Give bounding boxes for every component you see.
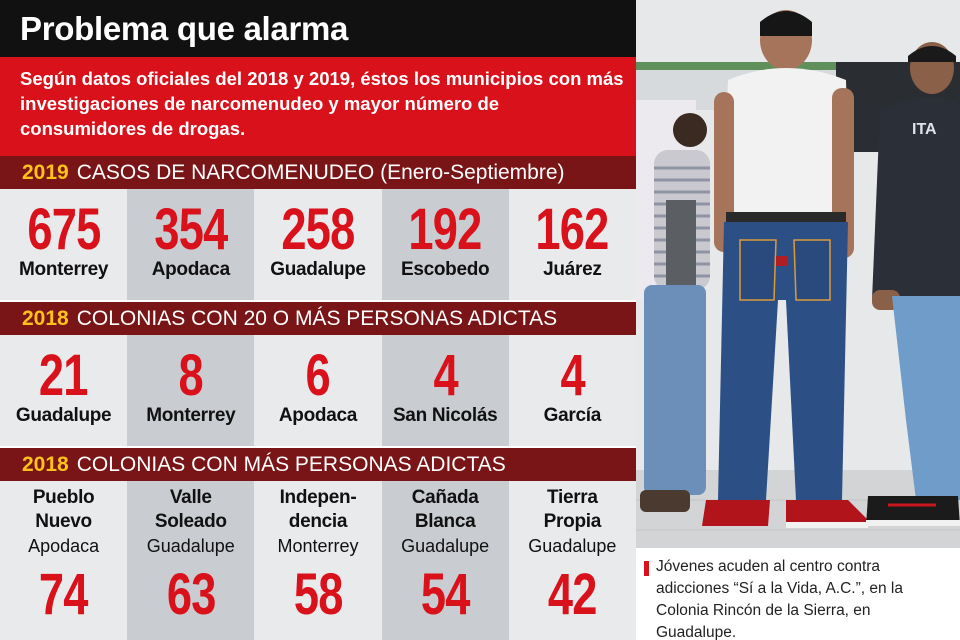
photo-illustration: ITA [636, 0, 960, 548]
colonia-cell: Indepen- dencia Monterrey 58 [254, 481, 382, 640]
stat-place: García [543, 405, 602, 426]
stat-value: 4 [432, 343, 458, 408]
intro-text: Según datos oficiales del 2018 y 2019, é… [0, 57, 636, 156]
stat-value: 162 [535, 197, 610, 262]
section-title: COLONIAS CON MÁS PERSONAS ADICTAS [76, 453, 506, 476]
photo-caption: Jóvenes acuden al centro contra adiccion… [636, 548, 960, 640]
stat-cell: 162 Juárez [508, 189, 636, 300]
stat-value: 4 [560, 343, 585, 408]
colonia-name-line1: Tierra [547, 487, 598, 508]
colonia-municipality: Guadalupe [401, 536, 490, 556]
cases-row: 675 Monterrey 354 Apodaca 258 Guadalupe … [0, 189, 636, 300]
stat-cell: 354 Apodaca [127, 189, 255, 300]
colonia-value: 74 [39, 562, 89, 627]
infographic-panel: Problema que alarma Según datos oficiale… [0, 0, 636, 640]
stat-cell: 4 San Nicolás [381, 335, 509, 446]
photo: ITA [636, 0, 960, 548]
colonia-name-line1: Valle [169, 487, 212, 508]
stat-place: San Nicolás [392, 405, 498, 426]
stat-cell: 258 Guadalupe [254, 189, 382, 300]
section-header-narcomenudeo: 2019 CASOS DE NARCOMENUDEO (Enero-Septiem… [0, 156, 636, 189]
colonia-cell: Cañada Blanca Guadalupe 54 [381, 481, 509, 640]
colonia-value: 58 [293, 562, 344, 627]
section-year: 2018 [22, 453, 69, 476]
colonia-name-line2: Propia [543, 511, 602, 532]
colonia-value: 42 [547, 562, 598, 627]
stat-value: 192 [408, 197, 483, 262]
colonia-municipality: Guadalupe [146, 536, 235, 556]
colonia-name-line1: Pueblo [32, 487, 95, 508]
stat-cell: 192 Escobedo [381, 189, 509, 300]
stat-place: Escobedo [400, 259, 490, 280]
colonia-name-line2: Nuevo [35, 511, 92, 532]
stat-cell: 675 Monterrey [0, 189, 128, 300]
section-header-colonias-mas: 2018 COLONIAS CON MÁS PERSONAS ADICTAS [0, 448, 636, 481]
stat-value: 675 [27, 197, 101, 262]
colonia-name-line1: Cañada [411, 487, 479, 508]
stat-value: 8 [178, 343, 204, 408]
colonia-municipality: Monterrey [277, 536, 359, 556]
stat-place: Monterrey [146, 405, 236, 426]
stat-place: Juárez [543, 259, 602, 280]
colonia-name-line1: Indepen- [279, 487, 357, 508]
colonia-name-line2: Soleado [154, 511, 227, 532]
colonia-municipality: Guadalupe [528, 536, 617, 556]
page-title: Problema que alarma [0, 0, 636, 57]
section-year: 2018 [22, 307, 69, 330]
stat-cell: 6 Apodaca [254, 335, 382, 446]
stat-value: 354 [154, 197, 228, 262]
colonia-cell: Pueblo Nuevo Apodaca 74 [0, 481, 128, 640]
stat-place: Apodaca [278, 405, 358, 426]
jacket-text: ITA [912, 121, 937, 138]
colonia-name-line2: dencia [288, 511, 348, 532]
stat-cell: 8 Monterrey [127, 335, 255, 446]
stat-value: 258 [281, 197, 355, 262]
section-year: 2019 [22, 161, 69, 184]
section-title: CASOS DE NARCOMENUDEO (Enero-Septiembre) [76, 161, 565, 184]
stat-value: 6 [305, 343, 331, 408]
colonias-20-row: 21 Guadalupe 8 Monterrey 6 Apodaca 4 San… [0, 335, 636, 446]
stat-value: 21 [39, 343, 89, 408]
caption-text: Jóvenes acuden al centro contra adiccion… [656, 558, 903, 640]
colonia-value: 63 [166, 562, 216, 627]
stat-place: Apodaca [151, 259, 230, 280]
stat-place: Monterrey [19, 259, 109, 280]
section-title: COLONIAS CON 20 O MÁS PERSONAS ADICTAS [76, 307, 558, 330]
stat-cell: 21 Guadalupe [0, 335, 128, 446]
colonia-value: 54 [420, 562, 471, 627]
colonia-municipality: Apodaca [28, 536, 100, 556]
colonia-name-line2: Blanca [414, 511, 476, 532]
colonia-cell: Tierra Propia Guadalupe 42 [508, 481, 636, 640]
stat-place: Guadalupe [15, 405, 112, 426]
colonia-cell: Valle Soleado Guadalupe 63 [127, 481, 255, 640]
stat-place: Guadalupe [270, 259, 366, 280]
colonias-mas-row: Pueblo Nuevo Apodaca 74 Valle Soleado Gu… [0, 481, 636, 640]
caption-marker [644, 561, 649, 576]
stat-cell: 4 García [508, 335, 636, 446]
section-header-colonias-20: 2018 COLONIAS CON 20 O MÁS PERSONAS ADICT… [0, 302, 636, 335]
